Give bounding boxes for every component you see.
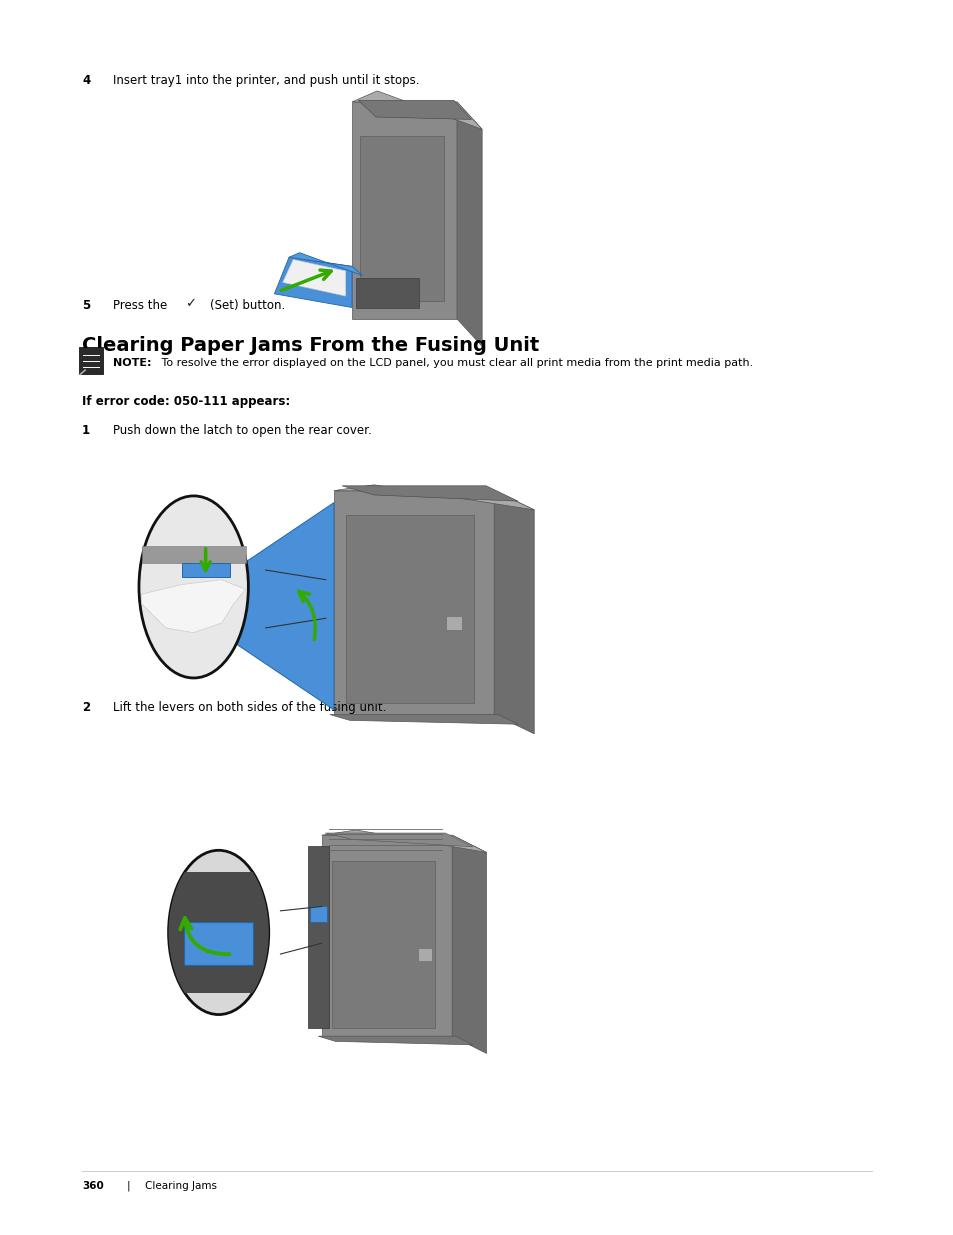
Polygon shape [456,103,481,346]
Text: Press the: Press the [112,299,167,312]
Polygon shape [452,835,486,1053]
Text: ✓: ✓ [185,298,196,311]
Bar [355,278,418,308]
Polygon shape [330,715,517,724]
Bar [308,846,328,1028]
Ellipse shape [169,850,269,1015]
Polygon shape [141,546,246,563]
Polygon shape [346,515,474,703]
Polygon shape [150,872,280,993]
Polygon shape [325,834,473,847]
Text: 4: 4 [82,74,91,88]
Text: 5: 5 [82,299,91,312]
Bar [446,616,461,630]
Polygon shape [318,1036,473,1045]
Text: (Set) button.: (Set) button. [210,299,285,312]
Text: 360: 360 [82,1181,104,1191]
Polygon shape [233,503,334,710]
Text: To resolve the error displayed on the LCD panel, you must clear all print media : To resolve the error displayed on the LC… [158,358,753,368]
Polygon shape [274,257,352,308]
Polygon shape [310,906,327,921]
Text: Push down the latch to open the rear cover.: Push down the latch to open the rear cov… [112,424,371,437]
Polygon shape [341,485,517,501]
Polygon shape [289,253,362,275]
Text: NOTE:: NOTE: [112,358,151,368]
Polygon shape [332,861,435,1028]
Text: Clearing Paper Jams From the Fusing Unit: Clearing Paper Jams From the Fusing Unit [82,336,538,354]
Polygon shape [282,259,345,296]
Polygon shape [184,921,253,965]
Ellipse shape [139,496,248,678]
Text: |: | [127,1181,131,1192]
Polygon shape [334,490,494,715]
Polygon shape [360,136,444,300]
Text: Clearing Jams: Clearing Jams [145,1181,216,1191]
Polygon shape [141,579,246,632]
Text: Insert tray1 into the printer, and push until it stops.: Insert tray1 into the printer, and push … [112,74,418,88]
Text: Lift the levers on both sides of the fusing unit.: Lift the levers on both sides of the fus… [112,701,386,715]
Polygon shape [494,490,534,734]
Polygon shape [352,91,481,130]
Text: 2: 2 [82,701,91,715]
Bar [79,347,103,374]
Text: If error code: 050-111 appears:: If error code: 050-111 appears: [82,395,290,409]
Polygon shape [181,563,230,577]
Polygon shape [358,100,471,120]
Polygon shape [321,835,452,1036]
Polygon shape [352,103,456,319]
Bar [417,947,431,961]
Text: 1: 1 [82,424,91,437]
Polygon shape [321,830,486,852]
Polygon shape [334,485,534,510]
